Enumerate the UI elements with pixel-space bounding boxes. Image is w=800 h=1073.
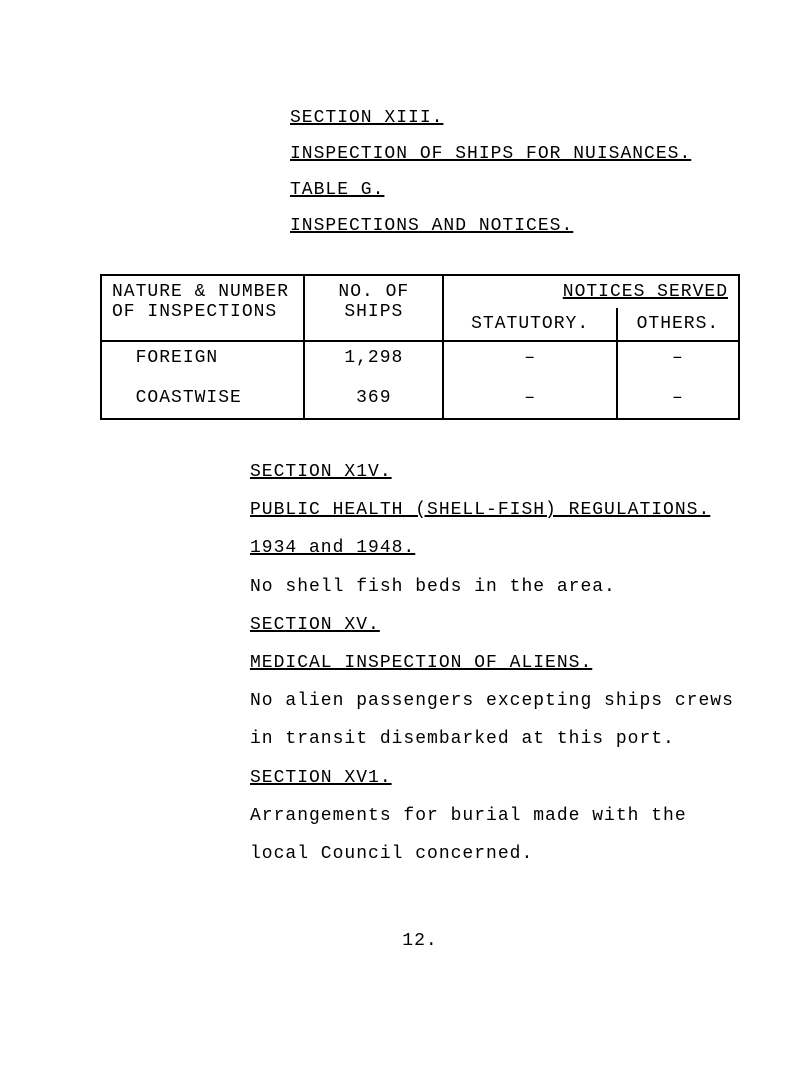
section-14-title: SECTION X1V. <box>250 462 392 482</box>
section-14-text: No shell fish beds in the area. <box>250 570 740 604</box>
th-nature: NATURE & NUMBER OF INSPECTIONS <box>101 275 304 341</box>
section-14-sub: PUBLIC HEALTH (SHELL-FISH) REGULATIONS. <box>250 500 710 520</box>
cell-ships-values: 1,298 369 <box>304 341 443 414</box>
r2c2: 369 <box>356 388 391 408</box>
section-16-text-2: local Council concerned. <box>250 837 740 871</box>
r1c4: – <box>672 348 684 368</box>
r2c3: – <box>524 388 536 408</box>
th-notices-served: NOTICES SERVED <box>443 275 739 308</box>
th-ships: NO. OF SHIPS <box>304 275 443 341</box>
section-15-text-1: No alien passengers excepting ships crew… <box>250 684 740 718</box>
section-16-text-1: Arrangements for burial made with the <box>250 799 740 833</box>
section-heading: SECTION XIII. <box>290 108 443 128</box>
th-nature-l2: OF INSPECTIONS <box>112 302 277 322</box>
section-15-sub: MEDICAL INSPECTION OF ALIENS. <box>250 653 592 673</box>
page-number: 12. <box>100 931 740 951</box>
th-others: OTHERS. <box>617 308 739 341</box>
header-block: SECTION XIII. INSPECTION OF SHIPS FOR NU… <box>290 100 740 244</box>
section-16-title: SECTION XV1. <box>250 768 392 788</box>
cell-statutory-values: – – <box>443 341 616 414</box>
th-notices-served-text: NOTICES SERVED <box>563 282 728 302</box>
r1c3: – <box>524 348 536 368</box>
r2c4: – <box>672 388 684 408</box>
th-ships-l2: SHIPS <box>344 302 403 322</box>
th-nature-l1: NATURE & NUMBER <box>112 282 289 302</box>
th-ships-l1: NO. OF <box>338 282 409 302</box>
inspection-heading: INSPECTION OF SHIPS FOR NUISANCES. <box>290 144 691 164</box>
section-15-title: SECTION XV. <box>250 615 380 635</box>
r2c1: COASTWISE <box>136 388 242 408</box>
inspections-subtitle: INSPECTIONS AND NOTICES. <box>290 216 573 236</box>
body-text-block: SECTION X1V. PUBLIC HEALTH (SHELL-FISH) … <box>250 455 740 871</box>
table-heading: TABLE G. <box>290 180 384 200</box>
cell-others-values: – – <box>617 341 739 414</box>
th-statutory: STATUTORY. <box>443 308 616 341</box>
r1c1: FOREIGN <box>136 348 219 368</box>
section-15-text-2: in transit disembarked at this port. <box>250 722 740 756</box>
r1c2: 1,298 <box>344 348 403 368</box>
cell-foreign-label: FOREIGN COASTWISE <box>101 341 304 414</box>
section-14-years: 1934 and 1948. <box>250 538 415 558</box>
inspections-table: NATURE & NUMBER OF INSPECTIONS NO. OF SH… <box>100 274 740 420</box>
